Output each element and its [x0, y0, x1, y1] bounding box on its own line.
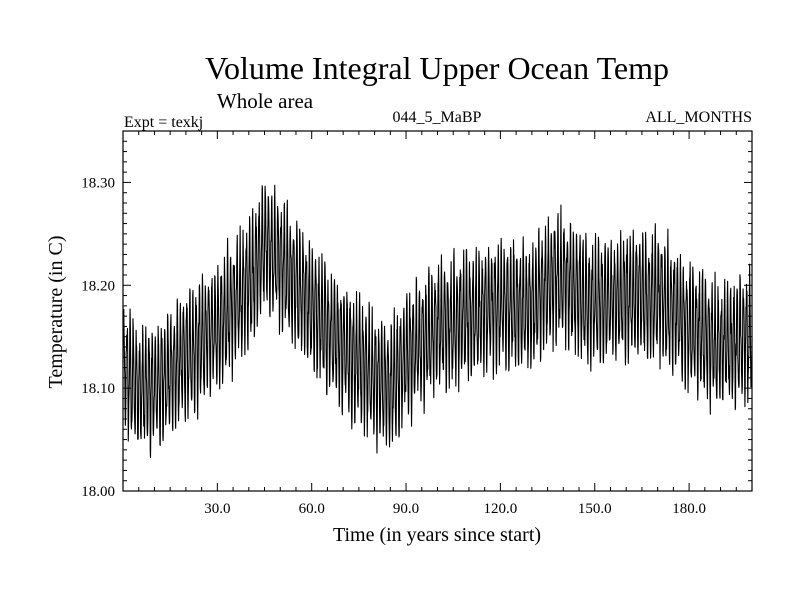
- y-tick-label: 18.30: [81, 175, 115, 191]
- dataset-label: 044_5_MaBP: [393, 109, 482, 126]
- x-tick-label: 30.0: [204, 501, 230, 517]
- x-axis-label: Time (in years since start): [333, 524, 541, 546]
- x-tick-label: 60.0: [299, 501, 325, 517]
- plot-area: 30.0 60.0 90.0 120.0 150.0 180.0 18.00 18.10 18.…: [81, 130, 753, 517]
- y-tick-label: 18.10: [81, 381, 115, 397]
- chart-title: Volume Integral Upper Ocean Temp: [205, 50, 669, 86]
- x-tick-label: 120.0: [484, 501, 518, 517]
- x-tick-label: 150.0: [578, 501, 612, 517]
- y-tick-label: 18.00: [81, 484, 115, 500]
- x-tick-label: 180.0: [672, 501, 706, 517]
- x-tick-label: 90.0: [393, 501, 419, 517]
- series-line-1: [122, 184, 753, 459]
- y-tick-label: 18.20: [81, 278, 115, 294]
- plot-frame: [122, 130, 753, 492]
- chart-subtitle: Whole area: [217, 89, 314, 113]
- experiment-label: Expt = texkj: [124, 114, 203, 131]
- y-axis-label: Temperature (in C): [45, 236, 67, 389]
- months-label: ALL_MONTHS: [645, 109, 752, 126]
